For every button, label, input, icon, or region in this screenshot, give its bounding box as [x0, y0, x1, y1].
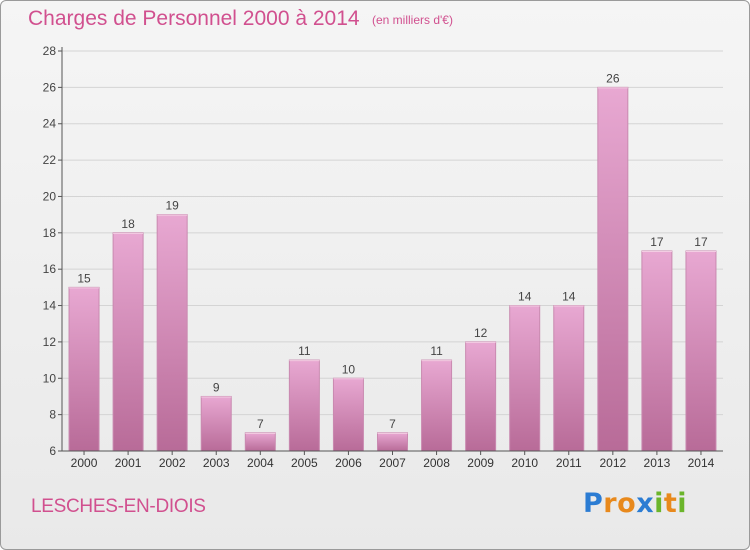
- bar-value-label: 7: [257, 417, 264, 431]
- chart-title: Charges de Personnel 2000 à 2014: [28, 7, 360, 30]
- logo-letter: r: [603, 488, 618, 519]
- x-tick-label: 2012: [599, 456, 626, 470]
- x-tick-label: 2004: [247, 456, 274, 470]
- bar-value-label: 19: [165, 199, 179, 213]
- y-tick-label: 8: [49, 408, 56, 422]
- x-tick-label: 2009: [467, 456, 494, 470]
- bar: [244, 432, 276, 452]
- logo-letter: P: [583, 488, 604, 519]
- x-tick-label: 2014: [688, 456, 715, 470]
- bar-value-label: 9: [213, 380, 220, 394]
- bar-value-label: 18: [121, 217, 135, 231]
- y-tick-label: 14: [43, 299, 57, 313]
- logo-letter: x: [636, 488, 655, 519]
- logo-letter: t: [663, 488, 678, 519]
- x-tick-label: 2006: [335, 456, 362, 470]
- y-tick-label: 20: [43, 189, 57, 203]
- bar-value-label: 10: [342, 362, 356, 376]
- axes: [58, 47, 723, 455]
- y-tick-label: 28: [43, 44, 57, 58]
- bar: [332, 377, 364, 452]
- x-tick-label: 2007: [379, 456, 406, 470]
- y-tick-label: 10: [43, 371, 57, 385]
- bar-value-label: 11: [430, 344, 443, 358]
- bar: [112, 232, 144, 452]
- bar: [421, 359, 453, 452]
- bar: [288, 359, 320, 452]
- bar: [200, 395, 232, 452]
- bar: [509, 305, 541, 452]
- bar-value-label: 17: [694, 235, 708, 249]
- x-tick-label: 2002: [159, 456, 186, 470]
- bar: [641, 250, 673, 452]
- proxiti-logo[interactable]: Proxiti: [583, 488, 687, 519]
- y-tick-label: 6: [49, 444, 56, 458]
- bar: [685, 250, 717, 452]
- x-tick-label: 2011: [556, 456, 582, 470]
- x-tick-label: 2010: [511, 456, 538, 470]
- bar: [465, 341, 497, 452]
- x-tick-label: 2003: [203, 456, 230, 470]
- bar-value-label: 7: [389, 417, 396, 431]
- bar: [377, 432, 408, 452]
- x-tick-label: 2008: [423, 456, 450, 470]
- y-tick-label: 22: [43, 153, 57, 167]
- y-tick-label: 16: [43, 262, 57, 276]
- bar: [68, 286, 100, 452]
- bar-value-label: 17: [650, 235, 664, 249]
- bar-value-label: 12: [474, 326, 488, 340]
- y-tick-label: 12: [43, 335, 57, 349]
- bar: [156, 214, 188, 452]
- y-tick-label: 24: [43, 117, 57, 131]
- y-tick-label: 18: [43, 226, 57, 240]
- x-tick-label: 2001: [115, 456, 142, 470]
- labels: 6 8 10 12 14 16 18 20 22 24 26 28 15 2000 18 2001 19 2002…: [43, 44, 715, 470]
- bar: [597, 86, 629, 452]
- logo-letter: i: [677, 488, 688, 519]
- chart-subtitle: (en milliers d'€): [372, 13, 453, 27]
- logo-letter: i: [654, 488, 664, 519]
- bar-value-label: 26: [606, 71, 620, 85]
- x-tick-label: 2013: [644, 456, 671, 470]
- y-tick-label: 26: [43, 80, 57, 94]
- bar-value-label: 14: [562, 290, 576, 304]
- commune-name: LESCHES-EN-DIOIS: [31, 496, 206, 517]
- bar-value-label: 14: [518, 290, 532, 304]
- x-tick-label: 2000: [71, 456, 98, 470]
- bar-value-label: 15: [77, 271, 91, 285]
- bar-value-label: 11: [298, 344, 311, 358]
- logo-letter: o: [617, 488, 637, 519]
- x-tick-label: 2005: [291, 456, 318, 470]
- bar: [553, 305, 585, 452]
